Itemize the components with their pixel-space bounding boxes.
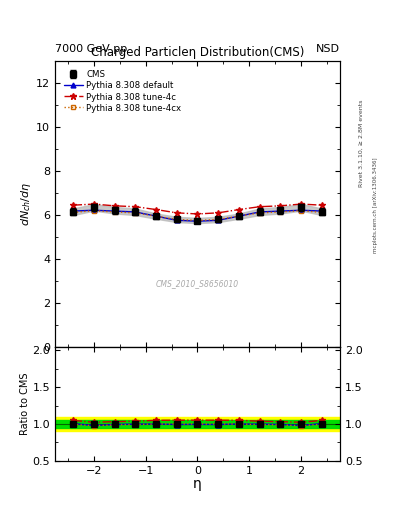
Pythia 8.308 default [133,209,138,215]
Text: 7000 GeV pp: 7000 GeV pp [55,44,127,54]
Pythia 8.308 tune-4cx [112,209,117,215]
Pythia 8.308 default [237,213,241,219]
Pythia 8.308 tune-4cx [278,209,283,215]
Pythia 8.308 tune-4cx [216,217,220,223]
Pythia 8.308 tune-4cx [299,207,303,214]
Legend: CMS, Pythia 8.308 default, Pythia 8.308 tune-4c, Pythia 8.308 tune-4cx: CMS, Pythia 8.308 default, Pythia 8.308 … [62,69,183,115]
Pythia 8.308 tune-4cx [92,207,96,214]
Text: mcplots.cern.ch [arXiv:1306.3436]: mcplots.cern.ch [arXiv:1306.3436] [373,157,378,252]
Pythia 8.308 tune-4c [278,203,283,209]
Line: Pythia 8.308 default: Pythia 8.308 default [71,208,324,224]
Pythia 8.308 default [112,208,117,214]
Pythia 8.308 tune-4c [299,201,303,207]
Y-axis label: $dN_{ch}/d\eta$: $dN_{ch}/d\eta$ [19,182,33,226]
Pythia 8.308 tune-4cx [154,213,158,219]
Pythia 8.308 tune-4cx [174,217,179,223]
Text: Rivet 3.1.10, ≥ 2.8M events: Rivet 3.1.10, ≥ 2.8M events [359,100,364,187]
Line: Pythia 8.308 tune-4cx: Pythia 8.308 tune-4cx [71,208,324,223]
Pythia 8.308 tune-4c [112,203,117,209]
Pythia 8.308 tune-4cx [320,209,324,216]
Pythia 8.308 tune-4cx [71,209,75,216]
Text: NSD: NSD [316,44,340,54]
X-axis label: η: η [193,477,202,491]
Pythia 8.308 tune-4c [71,202,75,208]
Pythia 8.308 tune-4c [154,206,158,212]
Pythia 8.308 default [299,207,303,214]
Text: CMS_2010_S8656010: CMS_2010_S8656010 [156,280,239,288]
Pythia 8.308 default [195,218,200,224]
Pythia 8.308 default [257,209,262,215]
Pythia 8.308 tune-4c [237,206,241,212]
Pythia 8.308 tune-4c [174,210,179,216]
Pythia 8.308 tune-4c [133,204,138,210]
Pythia 8.308 default [154,213,158,219]
Pythia 8.308 default [92,207,96,214]
Title: Charged Particleη Distribution(CMS): Charged Particleη Distribution(CMS) [91,46,304,59]
Pythia 8.308 default [71,208,75,214]
Pythia 8.308 tune-4c [216,210,220,216]
Pythia 8.308 tune-4cx [237,213,241,219]
Pythia 8.308 tune-4cx [195,218,200,224]
Pythia 8.308 tune-4c [320,202,324,208]
Pythia 8.308 default [278,208,283,214]
Pythia 8.308 tune-4c [92,201,96,207]
Pythia 8.308 tune-4cx [257,210,262,216]
Pythia 8.308 tune-4c [257,204,262,210]
Pythia 8.308 tune-4cx [133,210,138,216]
Pythia 8.308 tune-4c [195,211,200,217]
Pythia 8.308 default [320,208,324,214]
Y-axis label: Ratio to CMS: Ratio to CMS [20,373,29,435]
Pythia 8.308 default [174,217,179,223]
Line: Pythia 8.308 tune-4c: Pythia 8.308 tune-4c [70,201,325,218]
Pythia 8.308 default [216,217,220,223]
